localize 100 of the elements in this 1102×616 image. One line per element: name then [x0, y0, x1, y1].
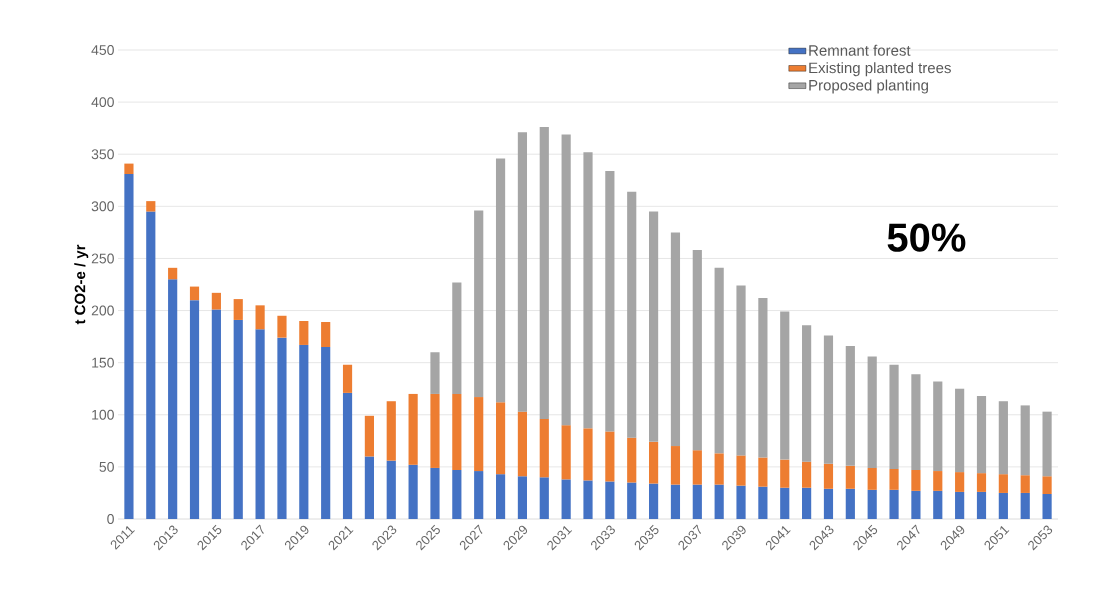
bar: [867, 356, 877, 468]
bar: [495, 158, 506, 403]
bar: [714, 484, 724, 519]
bar: [802, 487, 812, 519]
bar: [605, 481, 615, 519]
bar: [1042, 476, 1052, 494]
bar: [692, 450, 702, 485]
bar: [605, 170, 615, 432]
bar: [976, 473, 987, 492]
bar: [670, 446, 681, 485]
bar: [627, 191, 637, 438]
bar: [277, 315, 287, 338]
bar: [998, 492, 1008, 519]
y-tick-label: 300: [91, 201, 114, 212]
bar: [299, 344, 309, 519]
bar: [561, 479, 571, 519]
bar: [692, 484, 702, 519]
bar: [168, 279, 178, 519]
y-tick-label: 400: [91, 97, 114, 108]
bar: [714, 453, 724, 485]
bar: [452, 470, 462, 519]
bar: [736, 485, 746, 519]
bar: [867, 489, 877, 519]
bar: [408, 464, 418, 519]
bar: [714, 267, 724, 454]
bar: [255, 305, 265, 330]
bar: [430, 467, 440, 519]
y-tick-label: 450: [91, 45, 114, 55]
bar: [692, 250, 702, 451]
bar: [539, 418, 549, 478]
bar: [1042, 493, 1052, 519]
y-tick-label: 100: [92, 409, 114, 420]
annotation: 50%: [887, 223, 966, 252]
bar: [802, 325, 812, 462]
bar: [933, 381, 943, 472]
bar: [299, 320, 309, 345]
bar: [211, 292, 221, 310]
bar: [342, 392, 353, 519]
bar: [758, 486, 768, 519]
bar: [649, 441, 659, 484]
bar: [517, 411, 528, 477]
bar: [780, 459, 790, 488]
bar: [364, 456, 374, 519]
bar: [452, 282, 462, 394]
bar: [867, 467, 877, 490]
bar: [452, 393, 462, 471]
bar: [277, 337, 287, 519]
bar: [539, 127, 549, 419]
bar: [889, 468, 899, 490]
bar: [583, 480, 593, 519]
bar: [736, 455, 746, 486]
y-tick-label: 350: [91, 149, 114, 160]
bar: [146, 211, 156, 519]
bar: [605, 431, 615, 482]
bar: [124, 174, 134, 519]
bar: [474, 210, 484, 398]
bar: [583, 152, 593, 429]
bar: [649, 211, 659, 442]
bar: [430, 393, 440, 468]
bar: [998, 474, 1008, 493]
bar: [342, 364, 353, 393]
bar: [124, 163, 134, 175]
bar: [802, 461, 812, 488]
bar: [823, 463, 834, 489]
bar: [517, 132, 528, 412]
bar: [976, 396, 987, 474]
bar: [474, 471, 484, 519]
bar: [561, 425, 571, 480]
bar: [823, 488, 834, 519]
legend-label: Remnant forest: [809, 44, 911, 56]
bar: [1020, 492, 1030, 519]
bar: [780, 487, 790, 519]
bar: [736, 285, 746, 456]
bar: [933, 471, 943, 491]
bar: [430, 352, 440, 394]
bar: [539, 477, 549, 519]
bar: [627, 482, 637, 519]
bar: [823, 335, 834, 464]
bar: [911, 470, 921, 491]
bar: [758, 457, 768, 487]
bar: [976, 491, 987, 519]
bar: [1020, 475, 1030, 493]
bar: [321, 347, 331, 519]
bar: [561, 134, 571, 426]
bar: [911, 374, 921, 471]
y-tick-label: 250: [91, 253, 114, 264]
bar: [408, 393, 418, 465]
bar: [845, 488, 855, 519]
bar: [517, 476, 528, 519]
bar: [933, 490, 943, 519]
bar: [386, 460, 396, 519]
legend-label: Existing planted trees: [809, 62, 951, 77]
bar: [845, 465, 855, 489]
bar: [386, 401, 396, 461]
bar: [255, 329, 265, 519]
bar: [495, 402, 506, 475]
bar: [911, 490, 921, 519]
bar: [168, 267, 178, 280]
bar: [889, 364, 899, 469]
bar: [955, 388, 965, 473]
